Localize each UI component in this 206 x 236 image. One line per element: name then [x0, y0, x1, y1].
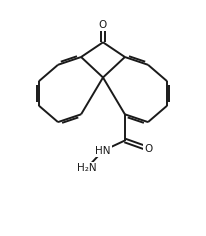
- Text: HN: HN: [95, 146, 111, 156]
- Text: H₂N: H₂N: [77, 163, 96, 173]
- Text: O: O: [144, 144, 152, 154]
- Text: O: O: [99, 20, 107, 30]
